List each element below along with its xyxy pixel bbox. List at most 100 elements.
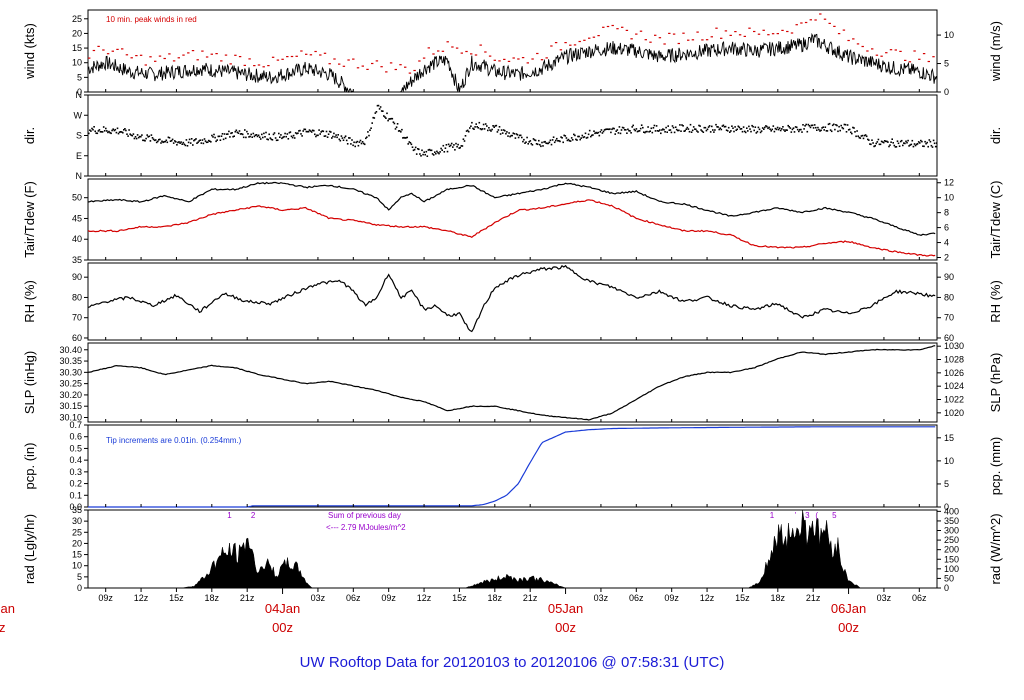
dir-point [653,124,656,127]
rad-ytick-label: 30 [72,516,82,526]
dir-point [196,142,198,144]
dir-point [840,124,842,127]
dir-point [138,135,141,138]
rad-marker: 2 [251,511,256,520]
dir-point [882,141,885,144]
dir-point [119,131,122,133]
wind-peak-point [172,60,176,62]
wind-peak-point [866,50,869,52]
rh-ytick-label: 70 [72,313,82,323]
dir-point [490,130,492,132]
dir-point [599,131,602,133]
dir-point [417,148,419,150]
dir-point [740,128,743,130]
day-label-date: 05Jan [548,601,583,616]
dir-point [96,132,99,135]
dir-point [747,130,749,132]
dir-point [686,126,689,129]
dir-point [682,125,684,127]
wind-peak-point [135,55,138,57]
dir-point [699,125,701,127]
dir-point [271,139,274,141]
dir-point [742,126,745,128]
dir-point [258,136,261,138]
dir-point [441,149,443,151]
dir-point [189,142,192,144]
wind-peak-point [795,24,798,26]
wind-peak-point [125,54,129,56]
dir-point [754,126,757,128]
dir-point [305,130,308,133]
x-tick-label: 09z [664,593,679,603]
dir-point [648,131,650,133]
dir-point [799,128,801,131]
dir-point [388,118,390,120]
rad-annotation-sum: <--- 2.79 MJoules/m^2 [326,523,406,532]
wind-peak-point [654,34,657,36]
dir-point [796,128,799,131]
slp-ytick-right-label: 1030 [944,341,964,351]
dir-point [269,137,272,139]
wind-peak-point [856,43,860,45]
dir-ylabel-right: dir. [988,127,1003,144]
dir-ytick-label: N [76,90,83,100]
wind-peak-point [738,34,742,36]
dir-point [455,142,457,145]
dir-point [293,137,296,139]
dir-point [763,128,765,130]
dir-point [842,127,845,130]
dir-point [850,131,852,134]
dir-point [768,126,770,129]
dir-point [679,124,681,126]
dir-point [426,155,429,157]
dir-point [366,136,368,138]
dir-point [425,150,428,153]
x-tick-label: 15z [169,593,184,603]
wind-peak-point [701,39,704,41]
dir-point [392,121,395,123]
dir-point [619,132,622,135]
dir-point [470,125,472,127]
dir-point [859,137,862,139]
dir-point [290,135,293,138]
wind-peak-point [771,33,775,35]
dir-point [474,126,476,128]
dir-point [403,136,405,139]
wind-peak-point [460,52,463,54]
dir-point [752,125,754,128]
dir-point [878,143,881,146]
dir-point [756,130,759,133]
dir-point [595,131,597,134]
wind-peak-point [687,39,690,41]
dir-point [154,139,157,141]
temp-ytick-label: 35 [72,255,82,265]
dir-point [544,140,546,143]
dir-point [760,130,763,132]
dir-point [617,132,620,134]
x-tick-label: 12z [417,593,432,603]
wind-peak-point [404,66,407,68]
dir-point [365,137,367,140]
wind-peak-point [720,37,723,39]
dir-point [575,138,577,141]
dir-point [647,126,649,128]
temp-ytick-right-label: 4 [944,238,949,248]
dir-point [354,145,356,148]
dir-point [557,140,559,142]
dir-point [343,136,346,139]
wind-peak-point [399,64,402,66]
wind-peak-point [366,68,369,70]
dir-point [851,132,853,135]
dir-point [469,127,471,129]
dir-point [307,130,310,133]
dir-point [630,132,632,134]
dir-point [127,135,129,137]
dir-point [288,131,291,134]
dir-point [125,129,127,132]
dir-point [678,129,680,132]
dir-point [871,139,873,141]
rh-ytick-label: 90 [72,272,82,282]
dir-point [265,131,267,134]
dir-point [408,141,411,143]
dir-point [841,126,844,129]
